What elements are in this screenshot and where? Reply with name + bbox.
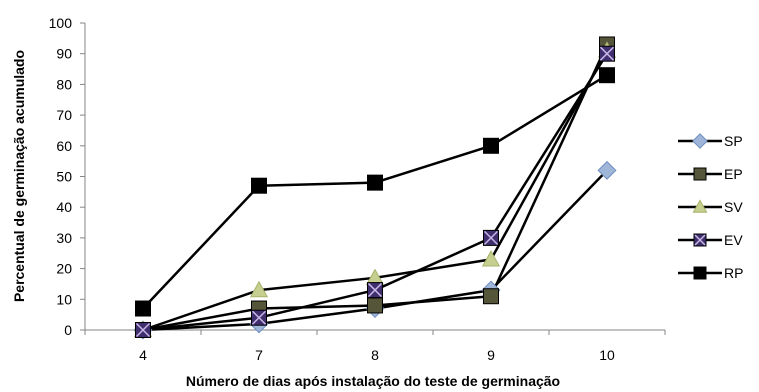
legend-marker-ep [693, 167, 707, 181]
data-point-rp [367, 174, 383, 191]
x-tick-label: 10 [599, 347, 615, 363]
data-point-cross [135, 322, 151, 338]
x-tick-label: 9 [487, 347, 495, 363]
data-point-cross [483, 230, 499, 245]
y-tick-label: 20 [56, 261, 72, 277]
y-tick-label: 60 [56, 138, 72, 154]
data-point-ep [367, 297, 383, 314]
legend-marker-cross [694, 234, 706, 246]
x-axis-title: Número de dias após instalação do teste … [186, 373, 560, 389]
legend-marker-sp [692, 133, 708, 149]
data-point-rp [251, 177, 267, 194]
legend-label-rp: RP [724, 265, 743, 281]
data-point-sv [481, 250, 501, 267]
series-markers [133, 36, 617, 340]
y-tick-label: 30 [56, 230, 72, 246]
data-point-cross [367, 283, 383, 298]
data-point-sv [249, 280, 269, 298]
data-point-rp [599, 67, 615, 84]
data-point-rp [135, 300, 151, 317]
x-tick-label: 4 [139, 347, 147, 363]
y-axis-title: Percentual de germinação acumulado [11, 50, 27, 302]
y-axis: 0 10 20 30 40 50 60 70 80 90 100 [49, 15, 86, 338]
legend-marker-sv [692, 199, 708, 213]
y-tick-label: 80 [56, 76, 72, 92]
data-point-rp [483, 137, 499, 154]
y-tick-label: 40 [56, 199, 72, 215]
x-axis: 4 7 8 9 10 [84, 329, 666, 363]
y-tick-label: 50 [56, 169, 72, 185]
legend: SP EP SV EV RP [678, 133, 743, 281]
data-point-cross [251, 310, 267, 325]
data-point-cross [599, 46, 615, 61]
x-tick-label: 8 [371, 347, 379, 363]
legend-label-ev: EV [724, 232, 743, 248]
y-tick-label: 100 [49, 15, 73, 31]
data-point-sp [597, 160, 617, 180]
y-tick-label: 0 [64, 322, 72, 338]
y-tick-label: 90 [56, 46, 72, 62]
x-tick-label: 7 [255, 347, 263, 363]
legend-label-ep: EP [724, 166, 743, 182]
legend-marker-rp [693, 266, 707, 280]
legend-label-sp: SP [724, 133, 743, 149]
data-point-ep [483, 288, 499, 305]
y-tick-label: 70 [56, 107, 72, 123]
y-tick-label: 10 [56, 291, 72, 307]
legend-label-sv: SV [724, 199, 743, 215]
